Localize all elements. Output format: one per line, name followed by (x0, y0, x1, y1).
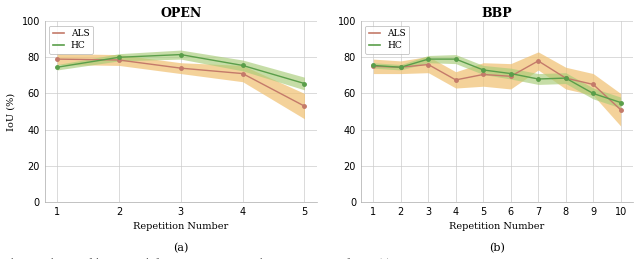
Legend: ALS, HC: ALS, HC (365, 26, 410, 54)
Text: The IoU and 95% confidence interval of RepNet in parsing HC and ALS participants: The IoU and 95% confidence interval of R… (6, 258, 390, 259)
Title: BBP: BBP (482, 7, 513, 20)
X-axis label: Repetition Number: Repetition Number (133, 222, 228, 232)
Legend: ALS, HC: ALS, HC (49, 26, 93, 54)
Text: (a): (a) (173, 243, 189, 253)
Title: OPEN: OPEN (160, 7, 202, 20)
X-axis label: Repetition Number: Repetition Number (449, 222, 545, 232)
Y-axis label: IoU (%): IoU (%) (7, 92, 16, 131)
Text: (b): (b) (489, 243, 505, 253)
